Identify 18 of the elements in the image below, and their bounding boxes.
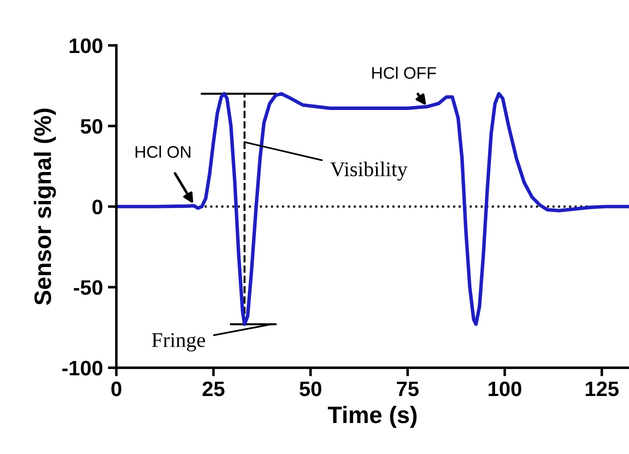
annotation: HCl ON bbox=[136, 146, 190, 158]
x-tick-label: 50 bbox=[300, 381, 322, 396]
x-tick-label: 25 bbox=[202, 381, 224, 396]
y-tick-label: 0 bbox=[92, 200, 102, 214]
annotation: Fringe bbox=[152, 333, 205, 352]
x-tick-label: 100 bbox=[488, 381, 522, 396]
y-tick-label: -50 bbox=[74, 280, 102, 295]
y-tick-label: 100 bbox=[70, 38, 102, 54]
line-series bbox=[116, 92, 629, 326]
x-axis-title: Time (s) bbox=[328, 406, 417, 428]
x-tick-label: 0 bbox=[111, 381, 122, 396]
x-tick-label: 75 bbox=[396, 382, 419, 396]
x-tick-label: 125 bbox=[586, 381, 619, 396]
y-tick-label: -100 bbox=[62, 360, 102, 376]
annotation: Visibility bbox=[330, 162, 408, 181]
y-tick-label: 50 bbox=[80, 118, 102, 134]
annotation: HCl OFF bbox=[372, 66, 436, 79]
y-axis-title: Sensor signal (%) bbox=[34, 108, 56, 305]
